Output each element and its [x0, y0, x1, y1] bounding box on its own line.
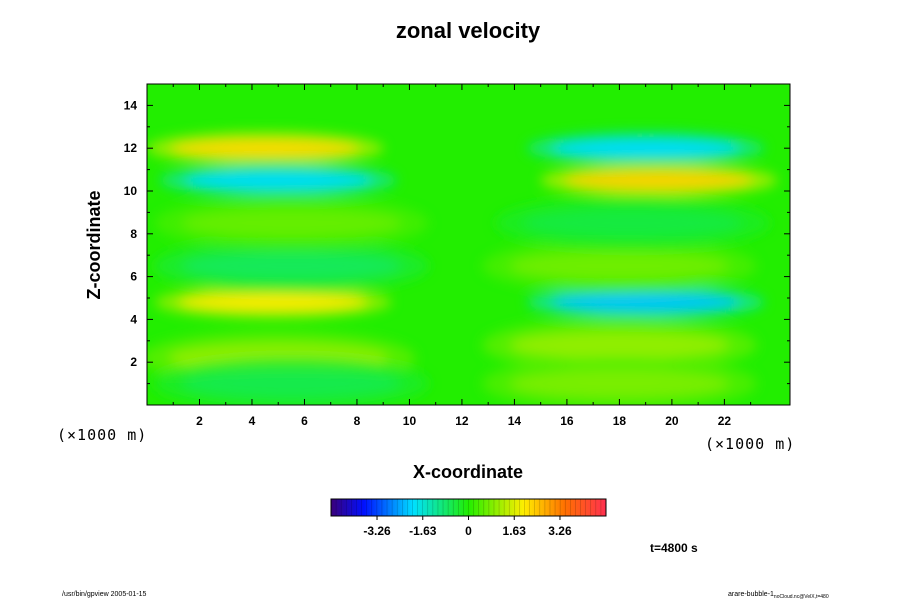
- footer-right-sub: noCloud.nc@VelX,t=480: [774, 594, 829, 600]
- y-tick-label: 2: [130, 355, 137, 369]
- x-axis-label: X-coordinate: [413, 462, 523, 482]
- x-unit-label-right: (×1000 m): [705, 435, 795, 453]
- y-tick-label: 14: [124, 98, 138, 112]
- colorbar-tick-label: 0: [465, 524, 472, 538]
- colorbar-tick-label: 3.26: [548, 524, 572, 538]
- y-tick-label: 10: [124, 184, 138, 198]
- y-axis-ticks: 2 4 6 8 10 12 14: [124, 98, 790, 385]
- heatmap-feature: [509, 251, 730, 280]
- x-tick-label: 12: [455, 414, 469, 428]
- x-tick-label: 6: [301, 414, 308, 428]
- heatmap-feature: [550, 293, 741, 312]
- heatmap-feature: [181, 209, 402, 238]
- heatmap-feature: [181, 251, 402, 280]
- colorbar-dividers: [335, 499, 602, 516]
- x-tick-label: 16: [560, 414, 574, 428]
- heatmap-feature: [563, 171, 754, 190]
- x-tick-label: 18: [613, 414, 627, 428]
- footer-right-main: arare-bubble-1: [728, 591, 774, 598]
- heatmap-field: [147, 131, 778, 405]
- heatmap-feature: [509, 331, 730, 360]
- colorbar: -3.26 -1.63 0 1.63 3.26: [330, 498, 607, 538]
- footer-right-text: arare-bubble-1noCloud.nc@VelX,t=480: [728, 591, 829, 600]
- x-tick-label: 4: [249, 414, 256, 428]
- x-tick-label: 22: [718, 414, 732, 428]
- heatmap-feature: [183, 171, 374, 190]
- colorbar-tick-label: -1.63: [409, 524, 437, 538]
- time-annotation: t=4800 s: [650, 541, 698, 555]
- plot-frame: [146, 83, 791, 406]
- y-tick-label: 8: [130, 227, 137, 241]
- heatmap-feature: [509, 369, 730, 398]
- x-tick-label: 2: [196, 414, 203, 428]
- colorbar-tick-label: -3.26: [363, 524, 391, 538]
- x-unit-label-left: (×1000 m): [57, 426, 147, 444]
- heatmap-feature: [181, 369, 402, 398]
- y-tick-label: 4: [130, 312, 137, 326]
- heatmap-feature: [550, 139, 741, 158]
- footer-left-text: /usr/bin/gpview 2005-01-15: [62, 591, 147, 598]
- colorbar-ticks: -3.26 -1.63 0 1.63 3.26: [363, 516, 572, 538]
- x-tick-label: 20: [665, 414, 679, 428]
- x-axis-ticks: 2 4 6 8 10 12 14 16 18 20 22: [172, 84, 752, 428]
- x-tick-label: 10: [403, 414, 417, 428]
- colorbar-fill: [331, 499, 606, 516]
- x-tick-label: 14: [508, 414, 522, 428]
- y-tick-label: 12: [124, 141, 138, 155]
- heatmap-feature: [522, 209, 743, 238]
- heatmap-feature: [177, 293, 368, 312]
- y-axis-label: Z-coordinate: [84, 190, 104, 299]
- chart-title: zonal velocity: [396, 18, 541, 43]
- x-tick-label: 8: [354, 414, 361, 428]
- colorbar-tick-label: 1.63: [503, 524, 527, 538]
- heatmap-feature: [170, 139, 361, 158]
- y-tick-label: 6: [130, 270, 137, 284]
